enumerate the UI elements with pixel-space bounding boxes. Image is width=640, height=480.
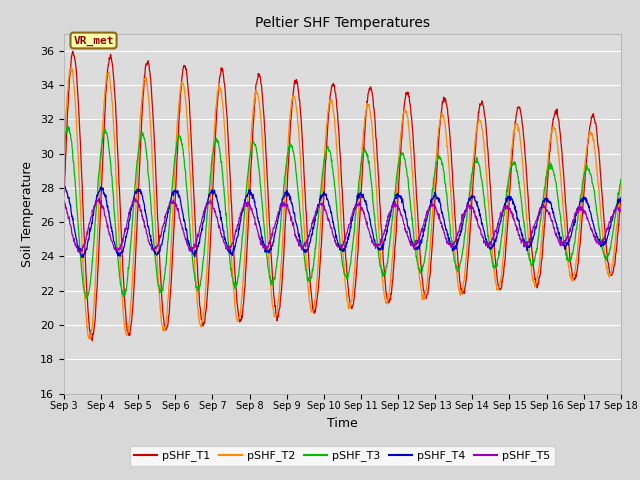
Text: VR_met: VR_met (73, 36, 114, 46)
Title: Peltier SHF Temperatures: Peltier SHF Temperatures (255, 16, 430, 30)
Y-axis label: Soil Temperature: Soil Temperature (22, 161, 35, 266)
X-axis label: Time: Time (327, 417, 358, 430)
Legend: pSHF_T1, pSHF_T2, pSHF_T3, pSHF_T4, pSHF_T5: pSHF_T1, pSHF_T2, pSHF_T3, pSHF_T4, pSHF… (130, 446, 555, 466)
